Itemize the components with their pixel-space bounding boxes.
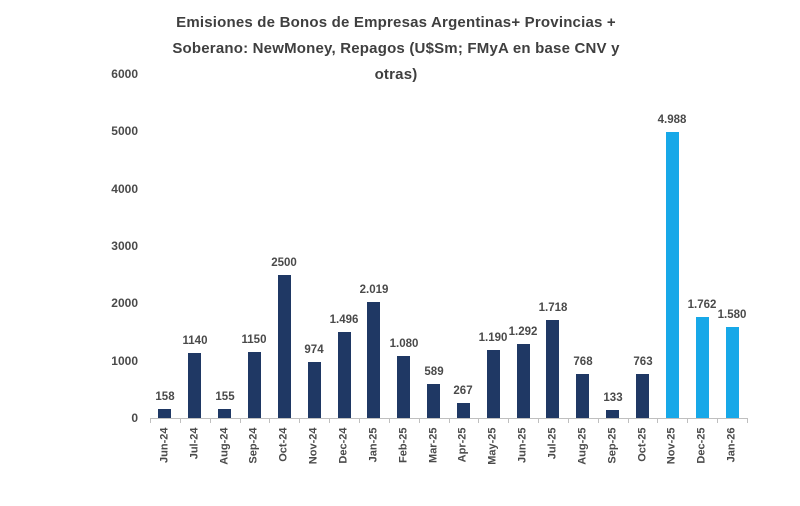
- bar-value-label: 1.762: [687, 299, 717, 311]
- x-axis-category-label: Dec-24: [337, 427, 350, 464]
- bar-value-label: 1.718: [538, 302, 568, 314]
- bar-Jul-25: [546, 320, 559, 418]
- bar-Nov-25: [666, 132, 679, 418]
- x-axis-tick: [657, 418, 658, 423]
- bar-value-label: 1.080: [389, 338, 419, 350]
- bar-value-label: 763: [633, 356, 653, 368]
- bar-value-label: 1.190: [478, 332, 508, 344]
- x-axis-tick: [419, 418, 420, 423]
- bar-May-25: [487, 350, 500, 418]
- x-axis-tick: [269, 418, 270, 423]
- x-axis-category-label: Mar-25: [427, 427, 440, 463]
- bar-Aug-24: [218, 409, 231, 418]
- x-axis-category-label: Jun-25: [516, 427, 529, 463]
- x-axis-tick: [568, 418, 569, 423]
- y-axis-tick-label: 4000: [111, 181, 138, 196]
- bar-Jan-26: [726, 327, 739, 418]
- x-axis-tick: [687, 418, 688, 423]
- bar-Sep-25: [606, 410, 619, 418]
- bar-Oct-25: [636, 374, 649, 418]
- x-axis-category-label: May-25: [486, 427, 499, 465]
- x-axis-category-label: Jul-25: [546, 427, 559, 460]
- x-axis-category-label: Aug-25: [576, 427, 589, 465]
- x-axis-line: [150, 418, 747, 419]
- bar-Jul-24: [188, 353, 201, 418]
- x-axis-tick: [628, 418, 629, 423]
- x-axis-tick: [389, 418, 390, 423]
- bar-Apr-25: [457, 403, 470, 418]
- bar-Dec-24: [338, 332, 351, 418]
- y-axis-tick-label: 1000: [111, 353, 138, 368]
- x-axis-category-label: Nov-24: [307, 427, 320, 465]
- x-axis-tick: [210, 418, 211, 423]
- x-axis-tick: [150, 418, 151, 423]
- bar-value-label: 768: [573, 356, 593, 368]
- bar-value-label: 1.292: [508, 326, 538, 338]
- x-axis-category-label: Apr-25: [456, 427, 469, 463]
- y-axis-tick-label: 0: [131, 411, 138, 425]
- x-axis-tick: [598, 418, 599, 423]
- x-axis-category-label: Dec-25: [695, 427, 708, 464]
- bar-value-label: 158: [155, 391, 175, 403]
- x-axis-category-label: Jul-24: [188, 427, 201, 460]
- y-axis-tick-label: 2000: [111, 296, 138, 311]
- x-axis-tick: [359, 418, 360, 423]
- x-axis-category-label: Oct-25: [636, 427, 649, 462]
- bar-value-label: 974: [304, 344, 324, 356]
- bar-Jun-24: [158, 409, 171, 418]
- bar-value-label: 1140: [182, 335, 208, 347]
- bar-value-label: 589: [424, 366, 444, 378]
- bar-value-label: 2.019: [359, 284, 389, 296]
- bar-Jan-25: [367, 302, 380, 418]
- x-axis-category-label: Sep-25: [606, 427, 619, 464]
- x-axis-tick: [240, 418, 241, 423]
- bar-value-label: 1.580: [717, 309, 747, 321]
- y-axis-tick-label: 6000: [111, 67, 138, 81]
- bar-value-label: 1.496: [329, 314, 359, 326]
- x-axis-category-label: Oct-24: [277, 427, 290, 462]
- chart-title: Emisiones de Bonos de Empresas Argentina…: [172, 14, 620, 83]
- x-axis-category-label: Aug-24: [218, 427, 231, 465]
- x-axis-tick: [717, 418, 718, 423]
- x-axis-category-label: Jan-26: [725, 427, 738, 463]
- bar-value-label: 2500: [271, 257, 297, 269]
- x-axis-tick: [449, 418, 450, 423]
- bar-value-label: 4.988: [657, 114, 687, 126]
- x-axis-tick: [508, 418, 509, 423]
- x-axis-tick: [180, 418, 181, 423]
- bar-value-label: 133: [603, 392, 623, 404]
- x-axis-category-label: Jun-24: [158, 427, 171, 463]
- bar-Feb-25: [397, 356, 410, 418]
- x-axis-category-label: Jan-25: [367, 427, 380, 463]
- x-axis-category-label: Nov-25: [665, 427, 678, 465]
- x-axis-category-label: Feb-25: [397, 427, 410, 463]
- bar-value-label: 267: [453, 385, 473, 397]
- bar-Dec-25: [696, 317, 709, 418]
- y-axis-tick-label: 3000: [111, 239, 138, 253]
- x-axis-tick: [299, 418, 300, 423]
- bar-Mar-25: [427, 384, 440, 418]
- x-axis-tick: [329, 418, 330, 423]
- bar-Oct-24: [278, 275, 291, 418]
- x-axis-category-label: Sep-24: [247, 427, 260, 464]
- bar-Aug-25: [576, 374, 589, 418]
- bar-Sep-24: [248, 352, 261, 418]
- bar-Jun-25: [517, 344, 530, 418]
- x-axis-tick: [747, 418, 748, 423]
- bar-Nov-24: [308, 362, 321, 418]
- y-axis-tick-label: 5000: [111, 124, 138, 139]
- bar-value-label: 1150: [241, 334, 267, 346]
- x-axis-tick: [478, 418, 479, 423]
- x-axis-tick: [538, 418, 539, 423]
- bar-value-label: 155: [215, 391, 235, 403]
